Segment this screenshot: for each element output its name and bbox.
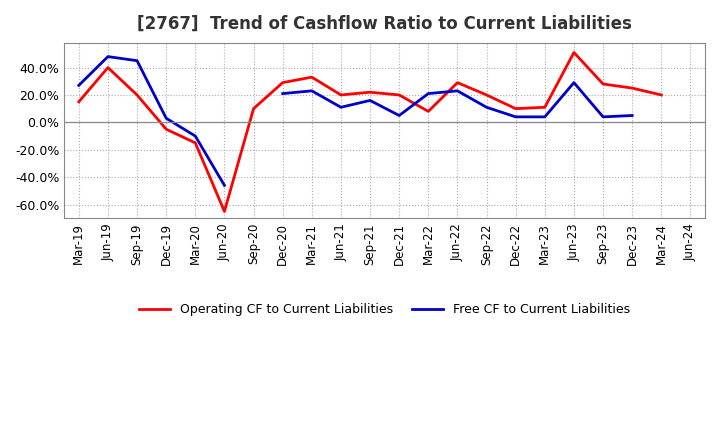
- Legend: Operating CF to Current Liabilities, Free CF to Current Liabilities: Operating CF to Current Liabilities, Fre…: [134, 298, 635, 321]
- Operating CF to Current Liabilities: [628, 85, 636, 91]
- Operating CF to Current Liabilities: [104, 65, 112, 70]
- Free CF to Current Liabilities: [599, 114, 608, 120]
- Free CF to Current Liabilities: [74, 83, 83, 88]
- Free CF to Current Liabilities: [220, 183, 229, 188]
- Free CF to Current Liabilities: [366, 98, 374, 103]
- Operating CF to Current Liabilities: [162, 127, 171, 132]
- Operating CF to Current Liabilities: [191, 140, 199, 146]
- Free CF to Current Liabilities: [628, 113, 636, 118]
- Free CF to Current Liabilities: [482, 105, 491, 110]
- Operating CF to Current Liabilities: [337, 92, 346, 98]
- Line: Free CF to Current Liabilities: Free CF to Current Liabilities: [78, 57, 690, 185]
- Operating CF to Current Liabilities: [541, 105, 549, 110]
- Free CF to Current Liabilities: [307, 88, 316, 93]
- Operating CF to Current Liabilities: [279, 80, 287, 85]
- Free CF to Current Liabilities: [395, 113, 403, 118]
- Free CF to Current Liabilities: [541, 114, 549, 120]
- Operating CF to Current Liabilities: [424, 109, 433, 114]
- Free CF to Current Liabilities: [279, 91, 287, 96]
- Title: [2767]  Trend of Cashflow Ratio to Current Liabilities: [2767] Trend of Cashflow Ratio to Curren…: [138, 15, 632, 33]
- Operating CF to Current Liabilities: [366, 90, 374, 95]
- Operating CF to Current Liabilities: [74, 99, 83, 104]
- Operating CF to Current Liabilities: [395, 92, 403, 98]
- Free CF to Current Liabilities: [424, 91, 433, 96]
- Operating CF to Current Liabilities: [249, 106, 258, 111]
- Operating CF to Current Liabilities: [657, 92, 665, 98]
- Operating CF to Current Liabilities: [482, 92, 491, 98]
- Free CF to Current Liabilities: [132, 58, 141, 63]
- Free CF to Current Liabilities: [511, 114, 520, 120]
- Operating CF to Current Liabilities: [453, 80, 462, 85]
- Operating CF to Current Liabilities: [570, 50, 578, 55]
- Free CF to Current Liabilities: [453, 88, 462, 93]
- Operating CF to Current Liabilities: [599, 81, 608, 87]
- Free CF to Current Liabilities: [686, 111, 695, 117]
- Free CF to Current Liabilities: [162, 116, 171, 121]
- Free CF to Current Liabilities: [570, 80, 578, 85]
- Line: Operating CF to Current Liabilities: Operating CF to Current Liabilities: [78, 52, 661, 211]
- Free CF to Current Liabilities: [337, 105, 346, 110]
- Free CF to Current Liabilities: [191, 133, 199, 139]
- Operating CF to Current Liabilities: [220, 209, 229, 214]
- Operating CF to Current Liabilities: [511, 106, 520, 111]
- Free CF to Current Liabilities: [104, 54, 112, 59]
- Operating CF to Current Liabilities: [307, 74, 316, 80]
- Operating CF to Current Liabilities: [132, 92, 141, 98]
